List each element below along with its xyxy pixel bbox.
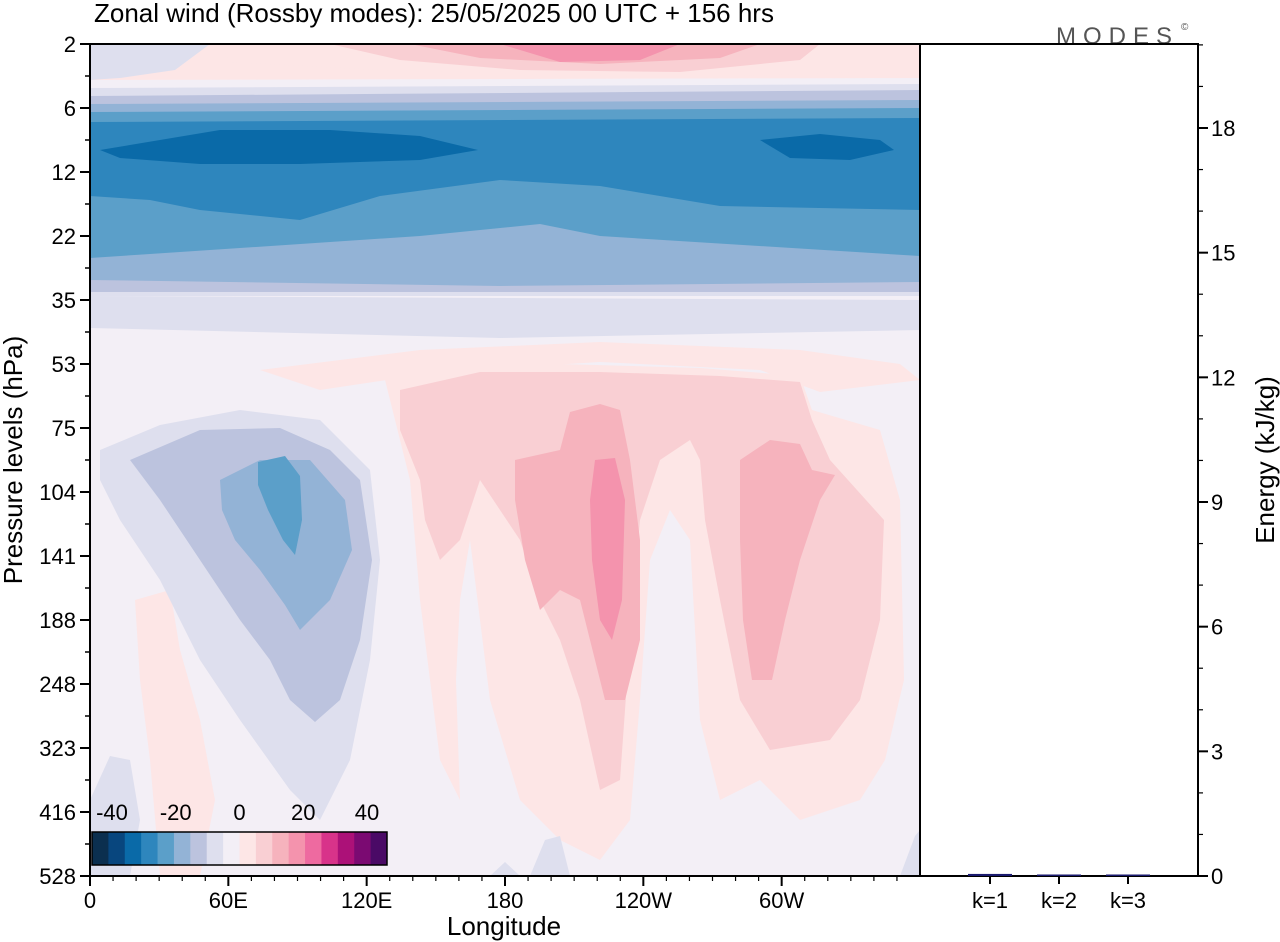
colorbar-swatch	[108, 832, 126, 865]
logo-text: MODES	[1056, 23, 1179, 50]
x-tick-label: 120E	[341, 888, 392, 913]
y-tick-label: 75	[52, 416, 76, 441]
colorbar-swatch	[288, 832, 306, 865]
energy-bar	[968, 873, 1012, 876]
x-tick-label: 0	[84, 888, 96, 913]
y-tick-label: 12	[52, 160, 76, 185]
energy-category-label: k=2	[1041, 888, 1077, 913]
zonal-wind-field	[90, 44, 920, 876]
energy-tick-label: 6	[1211, 615, 1223, 640]
colorbar-swatch	[190, 832, 208, 865]
energy-bars: k=1 k=2 k=3	[968, 873, 1150, 913]
y-tick-label: 104	[39, 480, 76, 505]
colorbar-swatch	[370, 832, 388, 865]
y-tick-label: 35	[52, 288, 76, 313]
colorbar-tick-label: 20	[291, 800, 315, 825]
colorbar-swatch	[239, 832, 257, 865]
y-tick-label: 248	[39, 672, 76, 697]
y-tick-label: 6	[64, 96, 76, 121]
y-axis: 2 6 12 22 35 53 75 104 141 188 248 323 416 528	[39, 32, 90, 889]
modes-logo: MODES ©	[1056, 22, 1189, 50]
y-tick-label: 22	[52, 224, 76, 249]
energy-category-label: k=1	[972, 888, 1008, 913]
colorbar-swatch	[255, 832, 273, 865]
energy-axis: 0 3 6 9 12 15 18	[1198, 44, 1235, 889]
x-axis: 0 60E 120E 180 120W 60W	[84, 876, 898, 913]
colorbar-swatch	[321, 832, 339, 865]
x-tick-label: 60E	[209, 888, 248, 913]
energy-tick-label: 0	[1211, 864, 1223, 889]
x-axis-label: Longitude	[447, 911, 561, 941]
y-tick-label: 416	[39, 800, 76, 825]
energy-category-label: k=3	[1110, 888, 1146, 913]
y-tick-label: 528	[39, 864, 76, 889]
colorbar-swatch	[206, 832, 224, 865]
colorbar-swatch	[272, 832, 290, 865]
energy-panel-frame	[919, 43, 1199, 877]
x-tick-label: 60W	[759, 888, 804, 913]
energy-tick-label: 15	[1211, 241, 1235, 266]
colorbar-swatch	[354, 832, 372, 865]
x-tick-label: 120W	[615, 888, 673, 913]
colorbar: -40 -20 0 20 40	[91, 800, 388, 866]
y-tick-label: 53	[52, 352, 76, 377]
logo-mark: ©	[1181, 22, 1189, 33]
energy-tick-label: 9	[1211, 490, 1223, 515]
colorbar-swatch	[337, 832, 355, 865]
y-tick-label: 141	[39, 544, 76, 569]
colorbar-swatch	[92, 832, 109, 865]
colorbar-tick-label: -40	[96, 800, 128, 825]
colorbar-swatch	[305, 832, 322, 865]
x-tick-label: 180	[487, 888, 524, 913]
energy-bar	[1106, 874, 1150, 876]
y-tick-label: 2	[64, 32, 76, 57]
y-axis-label: Pressure levels (hPa)	[0, 336, 28, 585]
energy-tick-label: 18	[1211, 116, 1235, 141]
colorbar-swatch	[124, 832, 142, 865]
colorbar-swatch	[141, 832, 159, 865]
energy-tick-label: 12	[1211, 365, 1235, 390]
chart-title: Zonal wind (Rossby modes): 25/05/2025 00…	[94, 0, 774, 28]
colorbar-swatch	[173, 832, 191, 865]
energy-axis-label: Energy (kJ/kg)	[1250, 376, 1280, 544]
colorbar-swatch	[157, 832, 175, 865]
energy-bar	[1037, 874, 1081, 876]
y-tick-label: 323	[39, 736, 76, 761]
colorbar-tick-label: 40	[355, 800, 379, 825]
y-tick-label: 188	[39, 608, 76, 633]
colorbar-frame	[91, 831, 388, 866]
colorbar-tick-label: -20	[160, 800, 192, 825]
colorbar-tick-label: 0	[233, 800, 245, 825]
energy-tick-label: 3	[1211, 739, 1223, 764]
colorbar-swatch	[223, 832, 240, 865]
